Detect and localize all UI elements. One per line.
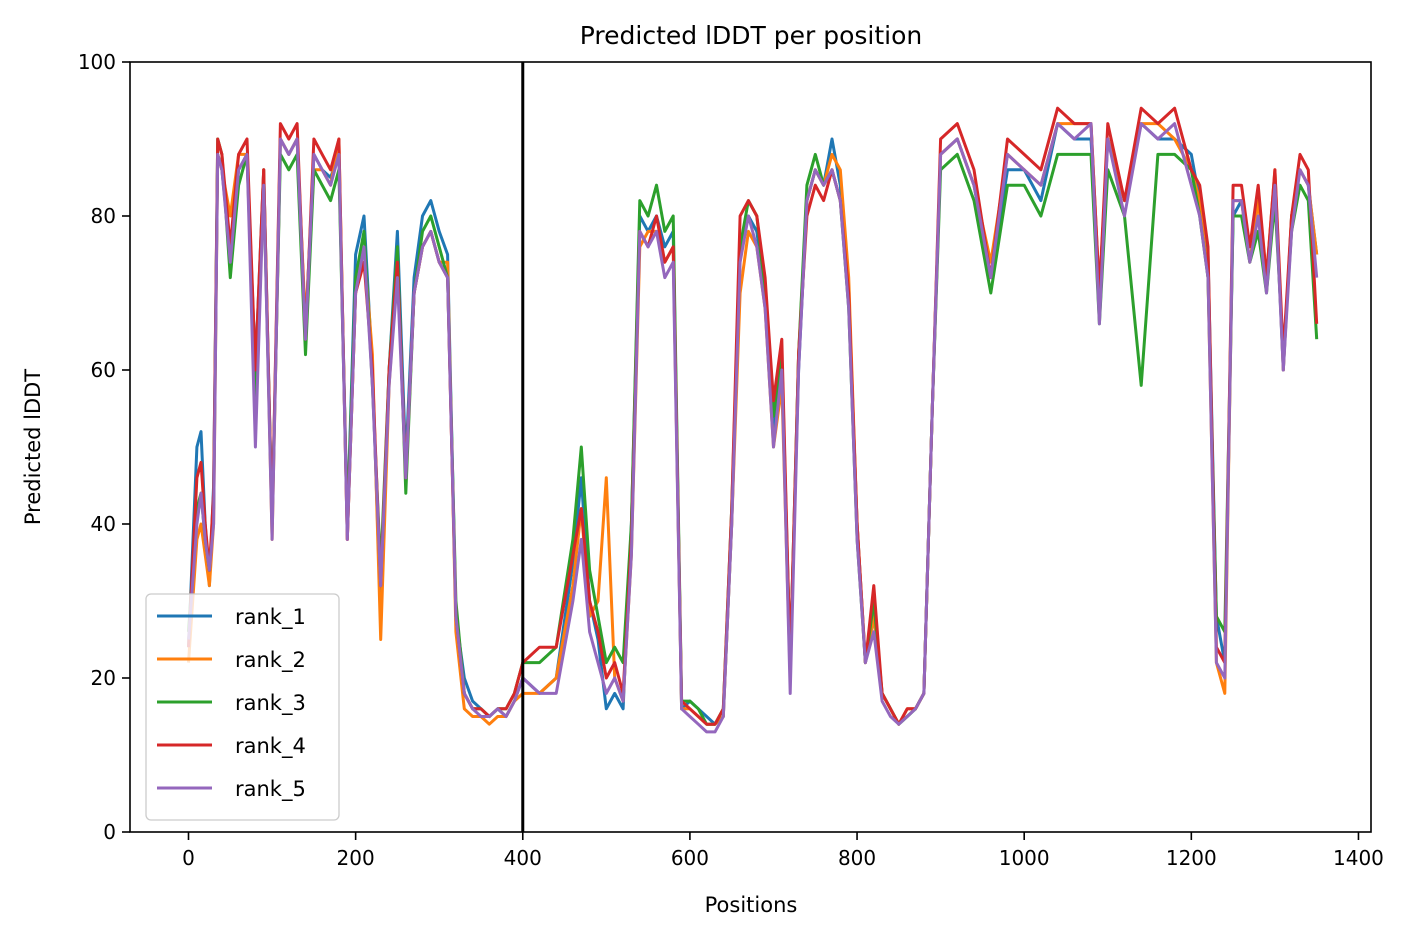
y-tick-label: 0 [103, 820, 116, 844]
y-tick-label: 100 [78, 50, 116, 74]
chart-title: Predicted lDDT per position [580, 21, 922, 50]
x-tick-label: 1000 [999, 846, 1050, 870]
x-tick-label: 1200 [1166, 846, 1217, 870]
y-tick-label: 40 [91, 512, 116, 536]
x-tick-label: 0 [182, 846, 195, 870]
y-tick-label: 20 [91, 666, 116, 690]
legend-label-rank_1: rank_1 [235, 605, 306, 630]
x-tick-label: 400 [504, 846, 542, 870]
y-axis: 0 20 40 60 80 100 [78, 50, 130, 844]
y-axis-label: Predicted lDDT [21, 369, 45, 525]
legend-label-rank_2: rank_2 [235, 648, 306, 673]
x-tick-label: 200 [337, 846, 375, 870]
x-axis-label: Positions [705, 893, 798, 917]
plot-area [187, 62, 1319, 832]
legend-label-rank_4: rank_4 [235, 734, 306, 759]
y-tick-label: 60 [91, 358, 116, 382]
series-line-rank_5 [187, 122, 1319, 734]
x-tick-label: 600 [671, 846, 709, 870]
legend-label-rank_5: rank_5 [235, 777, 306, 802]
plot-frame [129, 61, 1372, 833]
x-tick-label: 1400 [1333, 846, 1384, 870]
series-layer [187, 106, 1319, 734]
x-axis: 0 200 400 600 800 1000 1200 1400 [182, 832, 1384, 870]
legend: rank_1 rank_2 rank_3 rank_4 rank_5 [145, 593, 340, 821]
legend-label-rank_3: rank_3 [235, 691, 306, 716]
y-tick-label: 80 [91, 204, 116, 228]
legend-box [145, 593, 340, 821]
x-tick-label: 800 [838, 846, 876, 870]
